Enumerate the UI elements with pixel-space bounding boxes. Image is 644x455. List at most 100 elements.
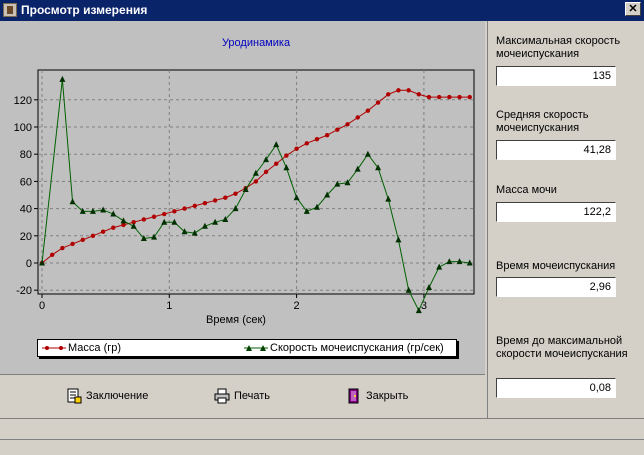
flow-rate-data-point [415,307,422,314]
time-to-max-flow-field: 0,08 [496,378,616,398]
flow-rate-data-point [263,156,270,163]
flow-rate-data-point [89,207,96,214]
mass-data-point [60,245,65,251]
flow-rate-data-point [130,222,137,229]
x-tick-label: 2 [294,300,300,312]
legend-item-mass: Масса (гр) [42,342,121,354]
voiding-time-field: 2,96 [496,277,616,297]
x-tick-label: 1 [166,300,172,312]
flow-rate-data-point [59,75,66,82]
legend-label-flow-rate: Скорость мочеиспускания (гр/сек) [270,342,444,354]
status-bar [0,418,644,454]
mass-data-point [263,169,269,175]
mass-data-point [233,191,238,196]
flow-rate-data-point [324,191,331,198]
flow-rate-data-point [405,286,412,293]
mass-data-point [70,241,75,247]
door-exit-icon [346,388,362,404]
y-tick-label: 60 [20,176,32,188]
mass-data-point [467,94,472,100]
statistics-panel: Максимальная скорость мочеиспускания 135… [487,21,635,418]
flow-rate-data-point [171,218,178,225]
series-line-flow-rate [41,79,470,312]
flow-rate-data-point [293,194,300,201]
flow-rate-data-point [181,228,188,235]
flow-rate-data-point [303,207,310,214]
flow-rate-data-point [120,217,127,224]
flow-rate-data-point [140,235,147,242]
mass-data-point [223,195,228,200]
urine-mass-field: 122,2 [496,202,616,222]
flow-rate-data-point [252,169,259,176]
flow-rate-data-point [334,180,341,187]
mass-data-point [162,211,167,217]
mass-data-point [253,179,259,184]
flow-rate-data-point [212,218,219,225]
flow-rate-data-point [395,236,402,243]
mass-data-point [335,127,340,132]
mass-data-point [304,141,309,146]
mass-data-point [426,94,432,100]
flow-rate-data-point [375,164,382,171]
mass-data-point [111,225,116,230]
max-flow-rate-label: Максимальная скорость мочеиспускания [496,35,621,60]
avg-flow-rate-field: 41,28 [496,140,616,160]
mass-data-point [396,88,401,93]
mass-data-point [182,206,187,211]
mass-data-point [457,94,462,100]
close-label: Закрыть [366,390,409,402]
flow-rate-data-point [161,218,168,225]
close-window-button[interactable]: ✕ [625,2,641,16]
flow-rate-data-point [222,215,229,222]
mass-data-point [406,88,411,93]
document-icon [66,388,82,404]
mass-data-point [212,198,218,203]
mass-data-point [121,222,126,228]
mass-data-point [274,161,279,166]
y-tick-label: 20 [20,231,32,243]
flow-rate-data-point [456,258,463,265]
mass-data-point [436,94,442,100]
flow-rate-data-point [79,207,86,214]
flow-rate-data-point [466,259,473,266]
mass-data-point [375,100,381,105]
flow-rate-data-point [364,150,371,157]
legend-item-flow-rate: Скорость мочеиспускания (гр/сек) [244,342,444,354]
mass-data-point [172,209,177,214]
flow-rate-data-point [354,165,361,172]
conclusion-button[interactable]: Заключение [66,385,148,407]
y-tick-label: 40 [20,204,32,216]
x-tick-label: 3 [421,300,427,312]
mass-data-point [151,214,157,219]
flow-rate-data-point [283,164,290,171]
mass-data-point [447,94,452,100]
flow-rate-data-point [313,203,320,210]
mass-data-point [416,92,422,97]
chart-legend: Масса (гр) Скорость мочеиспускания (гр/с… [37,339,457,357]
legend-label-mass: Масса (гр) [68,342,122,354]
mass-data-point [294,146,299,151]
flow-rate-data-point [242,186,249,193]
flow-rate-data-point [69,198,76,205]
urine-mass-label: Масса мочи [496,184,557,196]
urodynamics-chart: Уродинамика -20 0 20 40 60 80 100 120 0 1 2 3 Время (… [14,37,475,326]
mass-data-point [141,217,147,222]
flow-rate-data-point [151,233,158,240]
y-tick-label: 100 [14,122,32,134]
mass-data-point [100,229,106,234]
close-button[interactable]: Закрыть [346,385,408,407]
chart-title: Уродинамика [222,37,291,49]
title-bar: Просмотр измерения ✕ [0,0,644,21]
x-tick-label: 0 [39,300,45,312]
mass-data-point [80,237,85,243]
mass-data-point [192,203,197,209]
mass-data-point [314,137,320,142]
flow-rate-data-point [201,222,208,229]
mass-data-point [284,153,289,158]
mass-data-point [131,220,136,225]
y-tick-label: 120 [14,95,32,107]
flow-rate-data-point [425,283,432,290]
print-button[interactable]: Печать [214,385,270,407]
flow-rate-data-point [344,179,351,186]
avg-flow-rate-label: Средняя скорость мочеиспускания [496,109,589,134]
